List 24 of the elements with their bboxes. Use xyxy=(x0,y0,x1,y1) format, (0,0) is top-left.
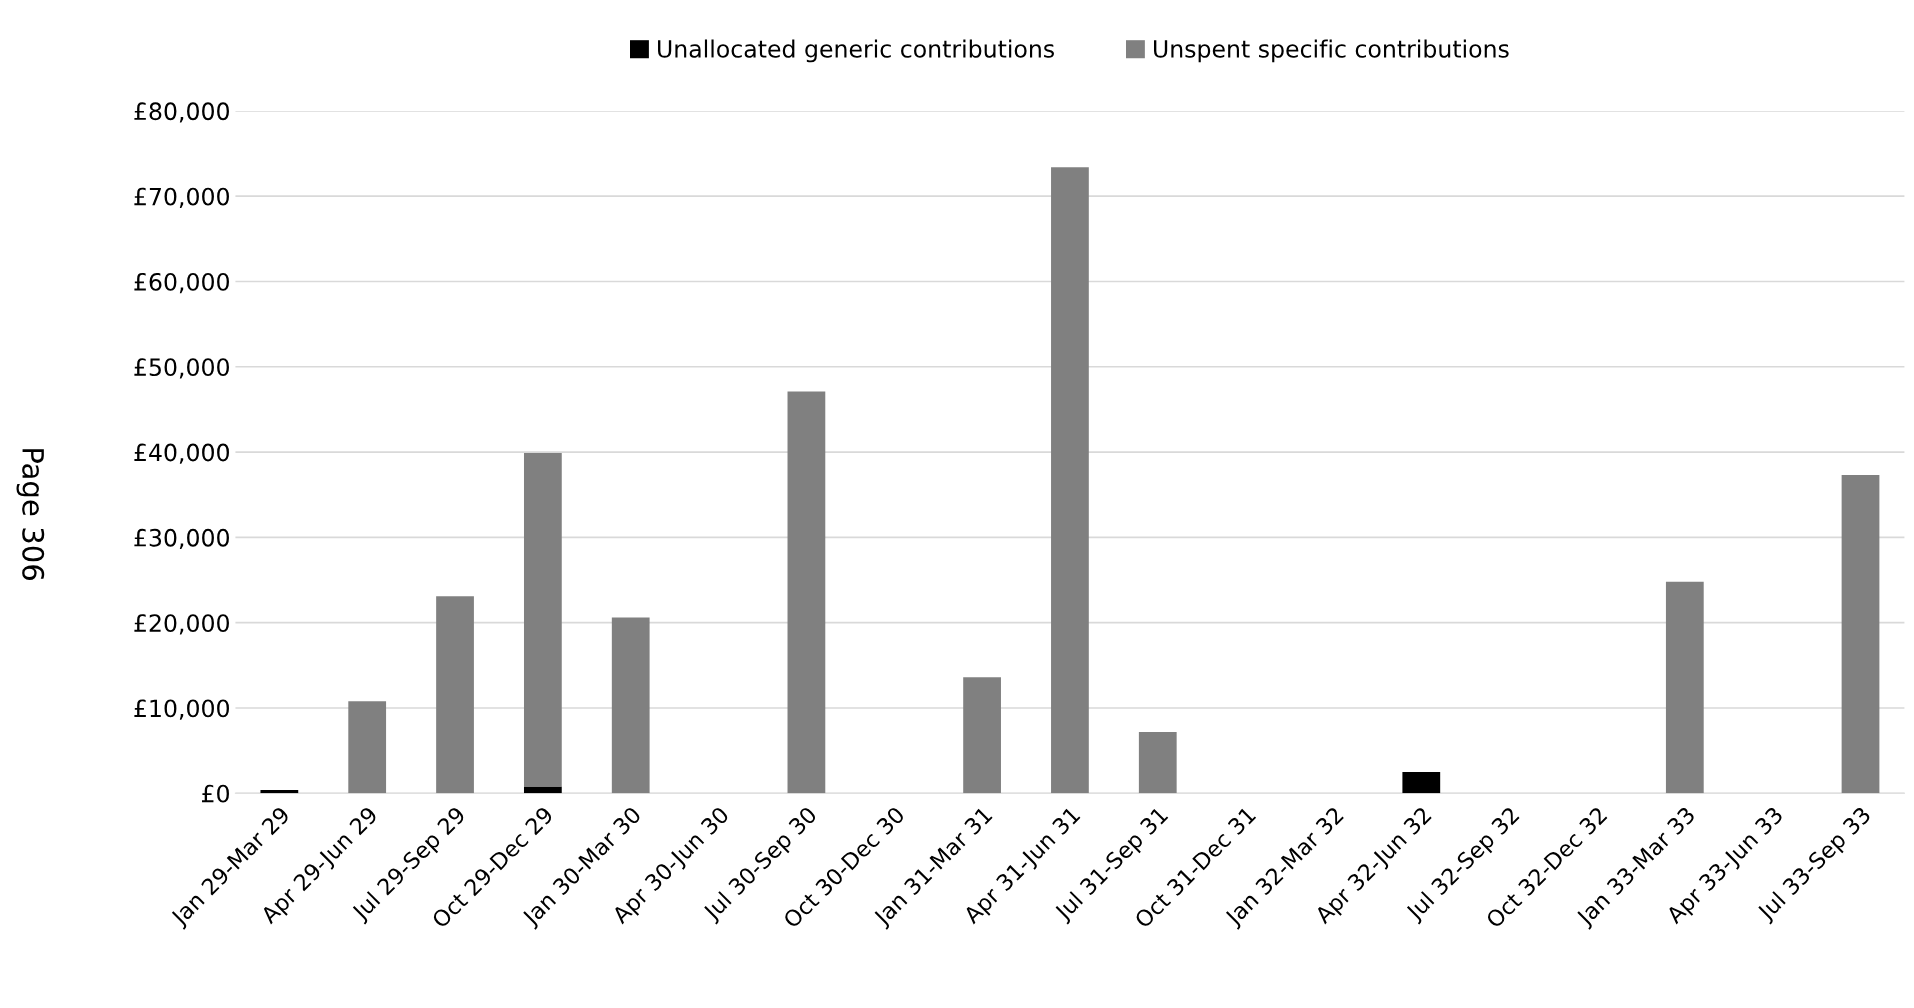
y-tick-label: £50,000 xyxy=(134,358,229,379)
bar xyxy=(1138,731,1177,794)
bar xyxy=(611,617,650,794)
bar xyxy=(963,677,1001,794)
legend-label: Unallocated generic contributions xyxy=(658,39,1054,63)
y-tick-label: £20,000 xyxy=(134,614,229,635)
bar xyxy=(1402,771,1441,794)
y-tick-label: £30,000 xyxy=(134,528,229,550)
bar xyxy=(1841,475,1880,794)
bar xyxy=(436,596,474,794)
bar xyxy=(523,452,562,787)
bar xyxy=(1665,581,1704,794)
y-tick-label: £80,000 xyxy=(134,102,229,123)
text: Page 306 xyxy=(16,449,45,581)
bar xyxy=(348,701,387,794)
y-tick-label: £40,000 xyxy=(134,443,229,464)
y-tick-label: £60,000 xyxy=(134,272,229,294)
bar xyxy=(787,391,826,794)
bar xyxy=(1051,167,1089,794)
y-tick-label: £10,000 xyxy=(134,699,229,720)
bar xyxy=(523,786,562,794)
legend-label: Unspent specific contributions xyxy=(1154,39,1509,63)
y-tick-label: £70,000 xyxy=(134,187,229,208)
y-tick-label: £0 xyxy=(202,784,229,803)
